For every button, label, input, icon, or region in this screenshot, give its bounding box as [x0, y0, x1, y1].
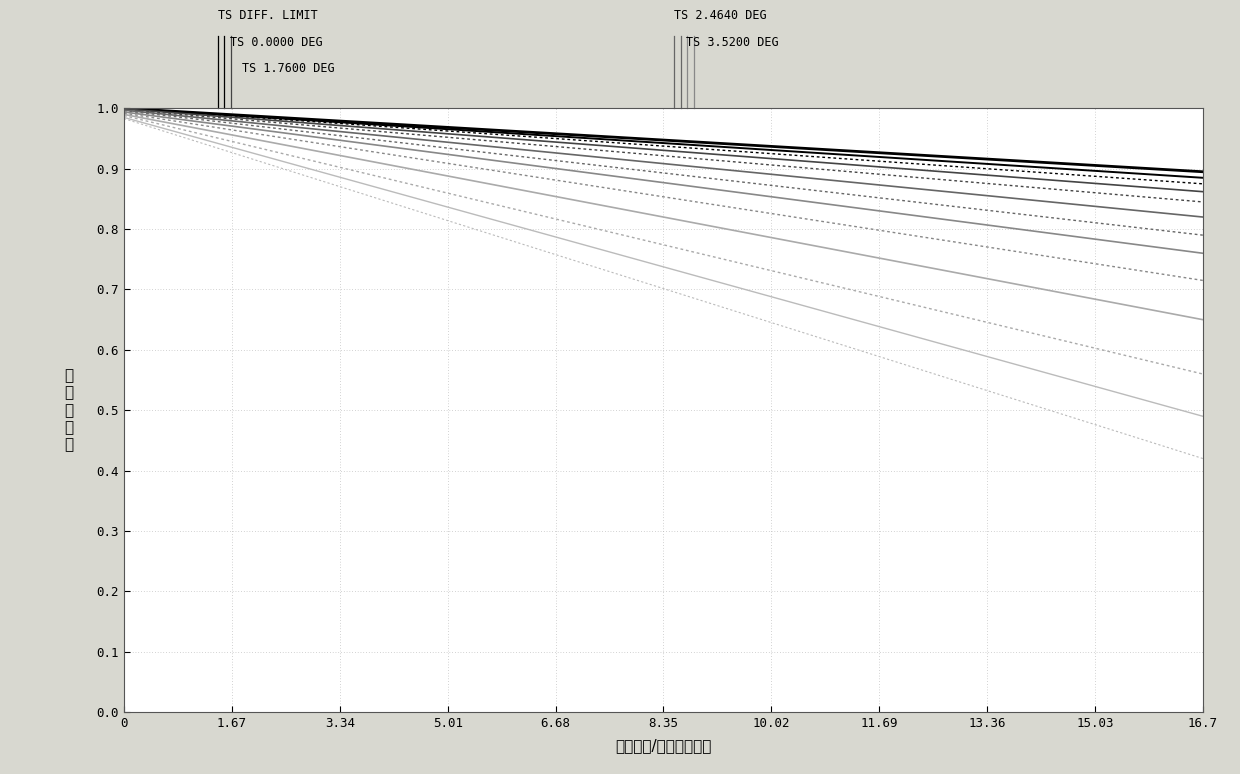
X-axis label: 空间频率/每毫米线对数: 空间频率/每毫米线对数 — [615, 738, 712, 753]
Y-axis label: 传
输
函
数
值: 传 输 函 数 值 — [64, 368, 73, 453]
Text: TS 0.0000 DEG: TS 0.0000 DEG — [229, 36, 322, 49]
Text: TS 2.4640 DEG: TS 2.4640 DEG — [675, 9, 766, 22]
Text: TS 1.7600 DEG: TS 1.7600 DEG — [242, 62, 335, 75]
Text: TS 3.5200 DEG: TS 3.5200 DEG — [686, 36, 779, 49]
Text: TS DIFF. LIMIT: TS DIFF. LIMIT — [218, 9, 317, 22]
